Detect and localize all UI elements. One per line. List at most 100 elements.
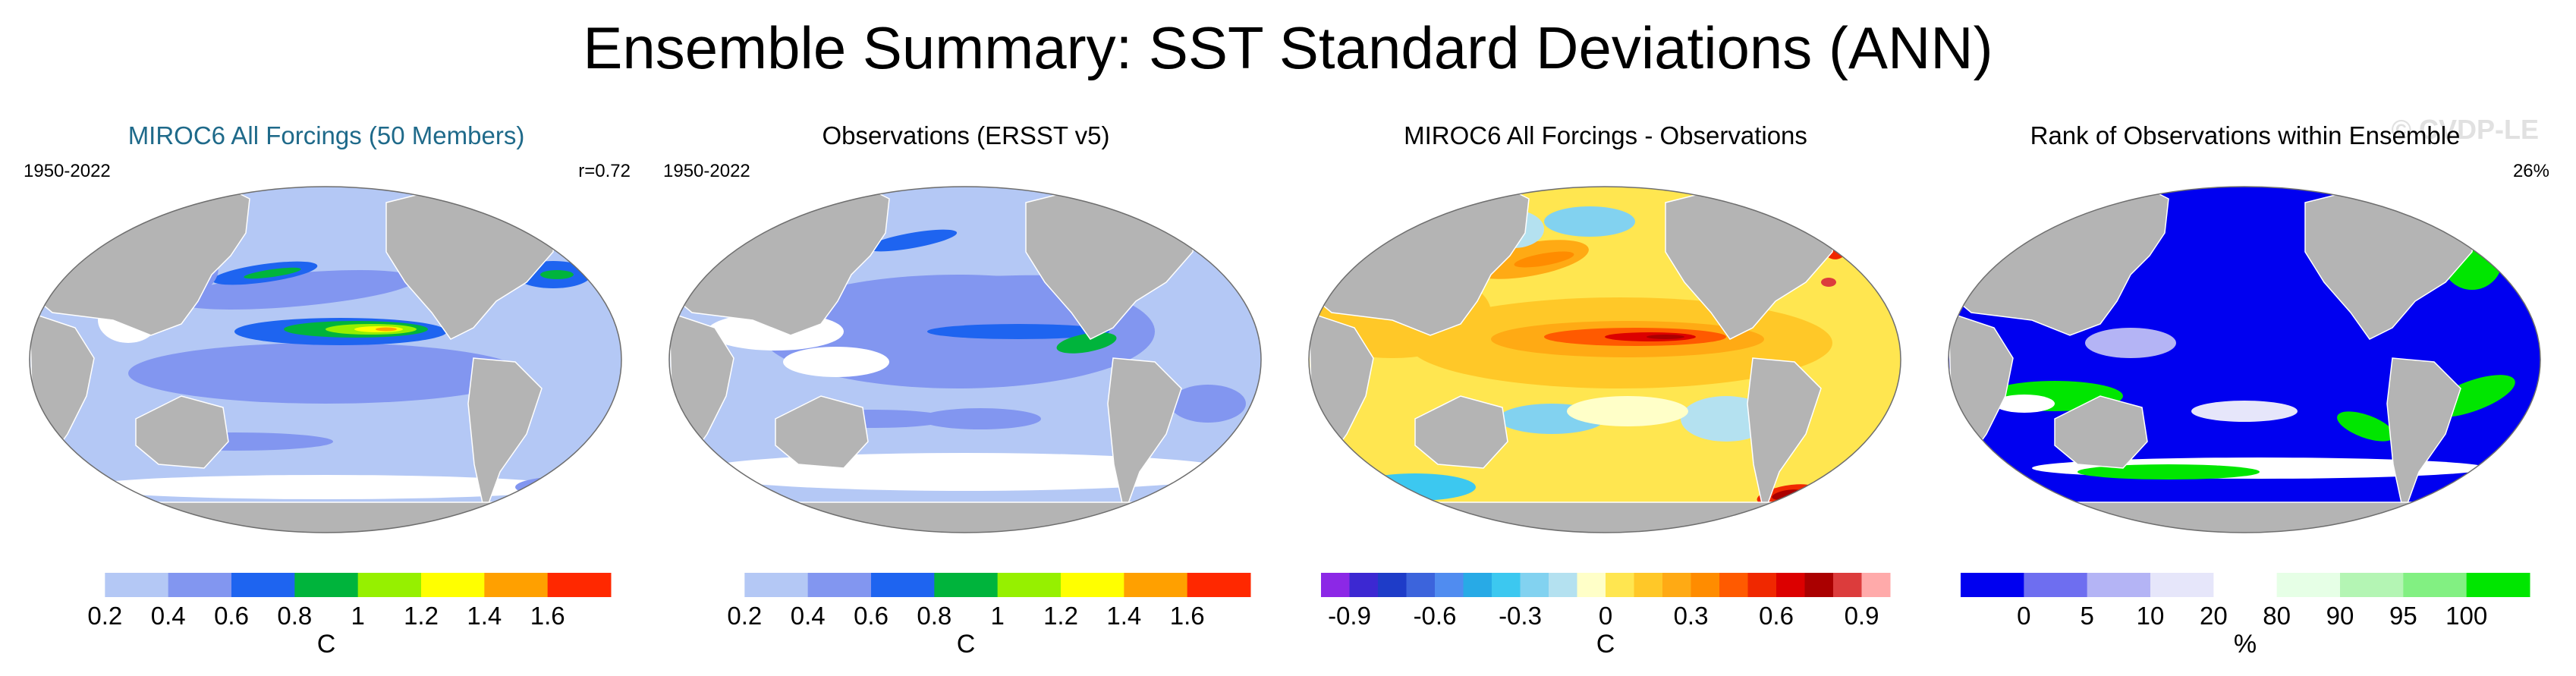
land-mass [467,357,543,516]
land-mass [1309,501,1901,533]
colorbar: -0.9 -0.6 -0.3 0 0.3 0.6 0.9 [1321,573,1891,630]
map-border [29,186,622,533]
map-border [668,186,1262,533]
sst-contour-region [775,187,821,197]
colorbar: 0.2 0.4 0.6 0.8 1 1.2 1.4 1.6 [42,573,612,630]
colorbar-swatch [2276,573,2341,597]
land-mass [1747,357,1822,516]
map [29,186,622,533]
sst-contour-region [540,270,574,279]
panel-title: Observations (ERSST v5) [822,121,1110,149]
colorbar-tick-label: 5 [2080,602,2093,630]
sst-contour-region [1544,206,1635,237]
colorbar-swatch [357,573,422,597]
colorbar-swatch [231,573,295,597]
sst-contour-region [1821,278,1836,287]
colorbar-swatch [1961,573,2024,597]
colorbar-tick-label: -0.6 [1414,602,1457,630]
sst-contour-region [1514,251,1574,268]
colorbar-tick-label: 0.4 [791,602,826,630]
colorbar-tick-label: 20 [2200,602,2228,630]
colorbar-swatch [1435,573,1464,597]
colorbar-swatch [807,573,872,597]
colorbar-swatch [1833,573,1862,597]
colorbar-tick-label: 1.4 [467,602,502,630]
land-mass [775,395,869,469]
period-label: 1950-2022 [663,161,750,181]
colorbar-tick-label: 0.2 [727,602,762,630]
sst-contour-region [376,327,397,332]
panel-rank: © CVDP-LE Rank of Observations within En… [1930,114,2560,675]
colorbar-swatch [105,573,169,597]
colorbar-tick-label: -0.3 [1499,602,1542,630]
colorbar-swatch [744,573,809,597]
panel-difference: MIROC6 All Forcings - Observations -0.9-… [1291,114,1920,675]
sst-contour-region [783,347,889,377]
panel-obs-sd: Observations (ERSST v5) 1950-2022 0.2 0.4… [651,114,1281,675]
sst-contour-region [2472,199,2502,244]
colorbar-swatch [1662,573,1691,597]
land-mass [1414,395,1508,469]
colorbar-swatch [484,573,549,597]
colorbar-swatch [997,573,1062,597]
sst-contour-region [1647,335,1684,339]
sst-contour-region [244,267,301,279]
map-field [1949,187,2540,533]
colorbar-tick-label: 0.9 [1845,602,1879,630]
colorbar-swatch [1378,573,1407,597]
map-field [30,187,621,533]
sst-contour-region [1170,385,1246,423]
sst-contour-region [1354,473,1476,501]
map-field [1309,187,1901,533]
land-mass [1107,357,1182,516]
colorbar-unit: C [1596,630,1615,659]
colorbar-tick-label: 0.3 [1674,602,1709,630]
colorbar-tick-label: 1.6 [1170,602,1205,630]
pattern-correlation: r=0.72 [578,161,631,181]
period-label: 1950-2022 [24,161,111,181]
sst-contour-region [2085,328,2176,358]
land-mass [1832,187,1894,234]
sst-contour-region [83,475,568,499]
map-field [669,187,1261,533]
panel-title: MIROC6 All Forcings (50 Members) [127,121,525,149]
sst-contour-region [128,343,523,404]
colorbar-swatch [1406,573,1436,597]
sst-contour-region [783,275,1117,320]
colorbar-swatch [1349,573,1379,597]
colorbar-swatch [934,573,999,597]
sst-contour-region [523,208,568,235]
colorbar-swatch [2024,573,2088,597]
colorbar-tick-label: 1.4 [1106,602,1141,630]
sst-contour-region [1567,396,1688,426]
colorbar-swatch [871,573,935,597]
colorbar-swatch [1776,573,1805,597]
colorbar-tick-label: 10 [2137,602,2165,630]
colorbar-swatch [1187,573,1251,597]
map-border [1308,186,1901,533]
colorbar-tick-label: 0.6 [1759,602,1794,630]
colorbar-tick-label: 1 [351,602,364,630]
colorbar-swatch [1124,573,1188,597]
colorbar-tick-label: 0 [1599,602,1612,630]
colorbar-swatch [1747,573,1777,597]
colorbar-swatch [1634,573,1663,597]
colorbar-tick-label: 0.8 [277,602,312,630]
land-mass [1949,501,2540,533]
colorbar-swatch [1577,573,1606,597]
colorbar-swatch [1463,573,1492,597]
colorbar-swatch [294,573,359,597]
sst-contour-region [867,229,958,252]
land-mass [30,501,621,533]
colorbar-swatch [2403,573,2467,597]
colorbar-swatch [168,573,232,597]
colorbar-swatch [1691,573,1720,597]
colorbar-swatch [1549,573,1577,597]
colorbar-tick-label: 1.2 [1043,602,1078,630]
colorbar-swatch [2213,573,2278,597]
colorbar-unit: C [956,630,976,659]
colorbar-tick-label: 80 [2263,602,2291,630]
colorbar-unit: C [316,630,336,659]
colorbar-tick-label: 0.8 [917,602,951,630]
colorbar-swatch [1321,573,1350,597]
